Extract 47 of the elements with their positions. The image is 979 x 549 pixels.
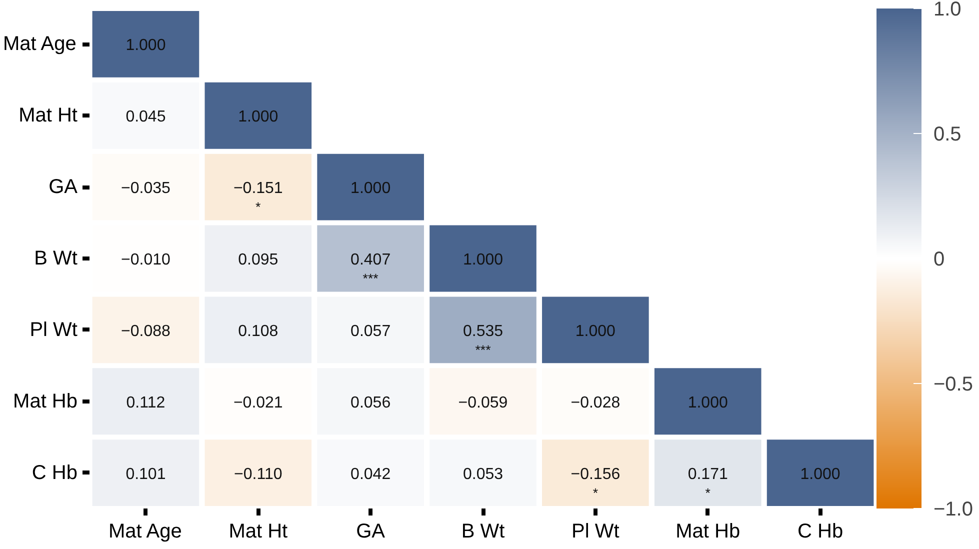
data-label: 0.112 xyxy=(126,394,166,412)
data-label: −0.010 xyxy=(121,252,171,268)
data-label: −0.021 xyxy=(233,394,283,412)
data-label: 1.000 xyxy=(575,322,616,340)
y-tick-label: C Hb xyxy=(32,462,78,484)
data-label: 0.053 xyxy=(462,466,504,483)
data-label: 1.000 xyxy=(462,252,504,268)
data-label: 0.045 xyxy=(126,108,166,126)
text: −0.156 * xyxy=(570,466,620,500)
x-tick-label: Mat Hb xyxy=(676,520,740,542)
text: 0.535 *** xyxy=(462,322,504,358)
x-tick-label: B Wt xyxy=(461,520,506,542)
y-tick-label: Pl Wt xyxy=(30,318,78,341)
data-label: 0.108 xyxy=(238,322,278,340)
text: 0.407 *** xyxy=(350,252,391,286)
data-label: 1.000 xyxy=(126,37,166,54)
data-label: 0.042 xyxy=(350,466,391,483)
y-tick-label: Mat Ht xyxy=(18,104,78,127)
y-tick-label: B Wt xyxy=(34,248,78,270)
color-bar-label: 0.5 xyxy=(934,124,962,146)
data-label: −0.110 xyxy=(234,466,282,483)
data-label: −0.059 xyxy=(458,394,508,412)
data-label: 0.056 xyxy=(350,394,391,412)
x-tick-label: C Hb xyxy=(798,520,844,542)
x-tick-label: Mat Ht xyxy=(228,520,288,542)
color-bar-label: −0.5 xyxy=(934,374,973,396)
data-label: 1.000 xyxy=(688,394,728,412)
text: −0.151 * xyxy=(233,180,283,215)
y-tick-label: Mat Age xyxy=(3,33,76,56)
data-label: 1.000 xyxy=(350,180,391,198)
text: 0.171 * xyxy=(688,466,728,500)
y-tick-label: Mat Hb xyxy=(13,390,78,412)
color-bar-label: −1.0 xyxy=(934,498,973,520)
data-label: 1.000 xyxy=(800,466,840,483)
data-label: −0.088 xyxy=(121,322,171,340)
x-tick-label: GA xyxy=(356,520,386,542)
x-tick-label: Mat Age xyxy=(108,520,182,542)
data-label: 1.000 xyxy=(238,108,278,126)
color-bar-label: 0 xyxy=(934,248,945,270)
data-label: −0.035 xyxy=(121,180,171,198)
y-tick-label: GA xyxy=(48,176,78,198)
data-label: −0.028 xyxy=(570,394,620,412)
data-label: 0.095 xyxy=(238,252,278,268)
color-bar-label: 1.0 xyxy=(934,0,962,20)
data-label: 0.057 xyxy=(350,322,391,340)
data-label: 0.101 xyxy=(126,466,166,483)
x-tick-label: Pl Wt xyxy=(572,520,620,542)
